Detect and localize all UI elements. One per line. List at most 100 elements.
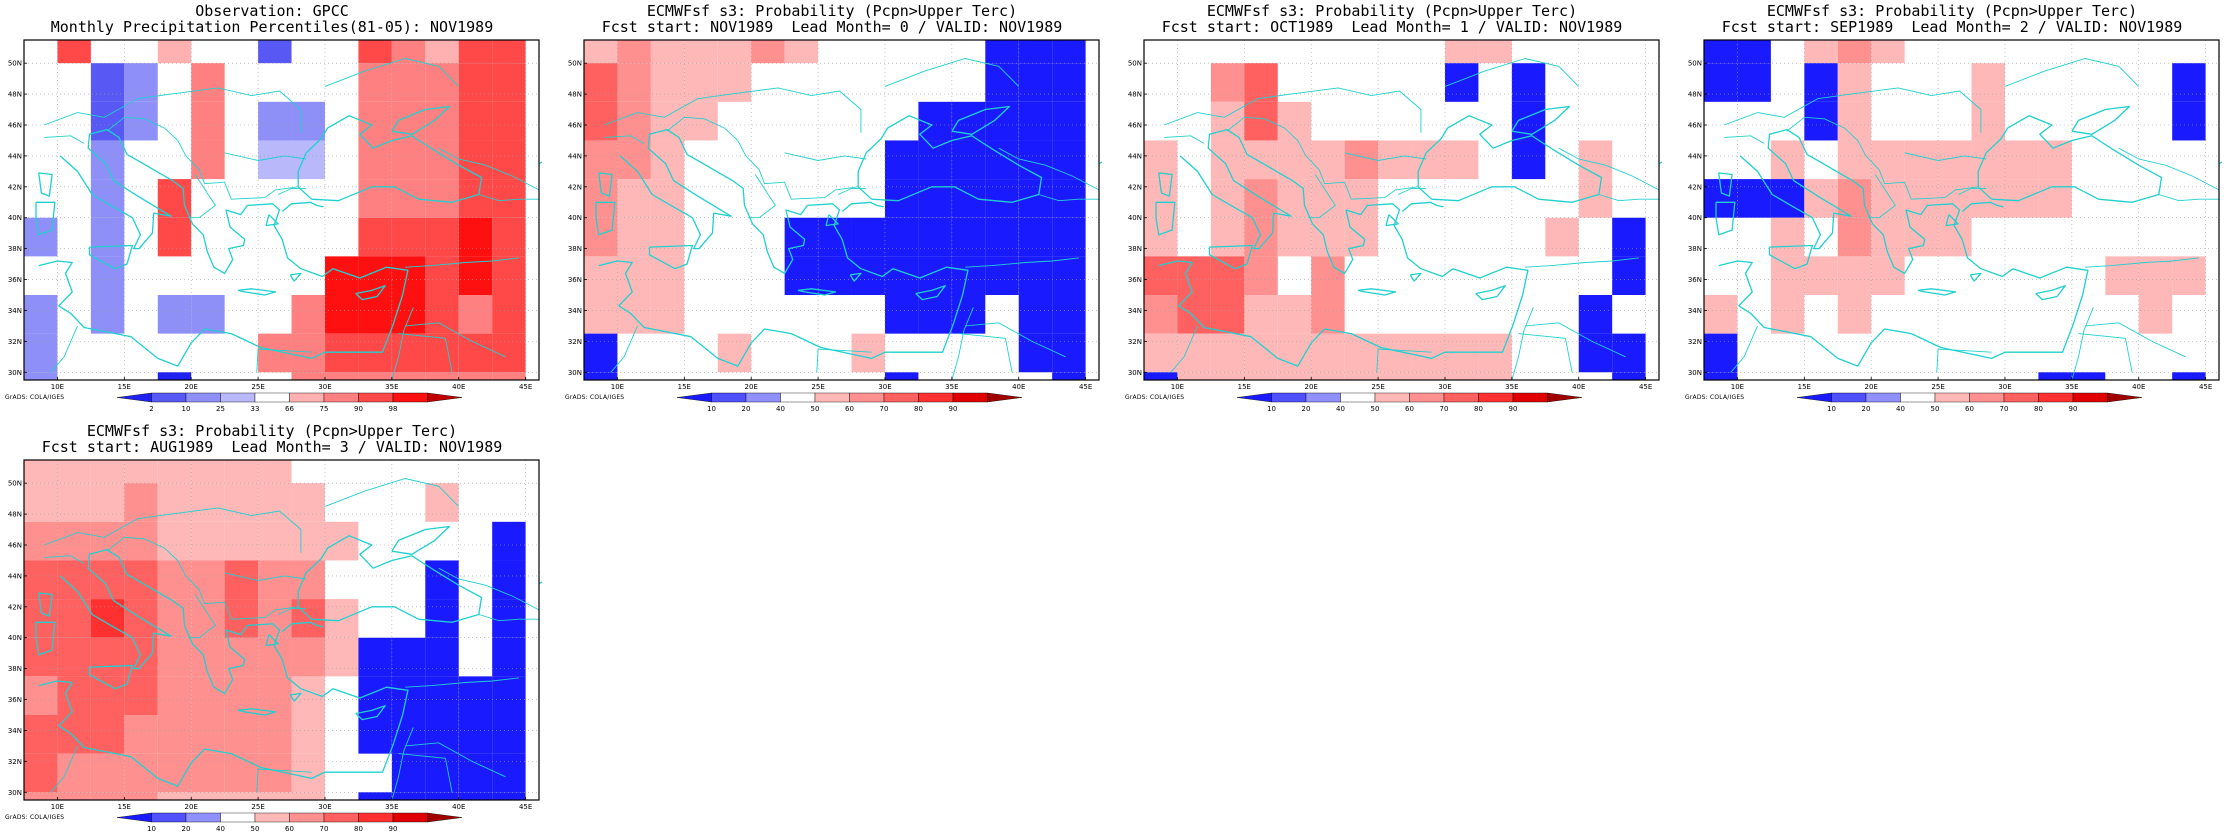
y-tick-label: 36N: [8, 276, 22, 284]
grid-cell: [2172, 63, 2206, 102]
country-border: [405, 677, 519, 688]
colorbar-label: 70: [320, 825, 329, 833]
coastline: [1409, 272, 1422, 282]
grid-cell: [1971, 140, 2005, 180]
country-border: [106, 116, 299, 200]
x-tick-label: 10E: [611, 383, 624, 391]
grid-cell: [951, 179, 986, 218]
grid-cell: [851, 333, 885, 373]
grid-cell: [951, 256, 986, 295]
grid-cell: [1311, 140, 1345, 180]
coastline: [391, 105, 451, 135]
graticule: [24, 40, 539, 380]
grid-cell: [358, 40, 392, 64]
grid-cell: [90, 101, 125, 141]
colorbar: 10 20 40 50 60 70 80 90: [116, 812, 463, 833]
grid-cell: [1770, 179, 1805, 218]
y-tick-label: 42N: [8, 603, 22, 611]
grid-cell: [458, 63, 493, 102]
grid-cell: [391, 217, 426, 257]
coastline: [797, 288, 837, 296]
colorbar-segment: [392, 392, 428, 403]
country-border: [1398, 187, 1427, 195]
grid-cell: [157, 460, 192, 484]
y-tick-label: 34N: [1128, 307, 1142, 315]
grid-cell: [2138, 295, 2173, 334]
grid-cell: [24, 521, 58, 561]
colorbar-segment: [151, 392, 187, 403]
y-tick-label: 36N: [568, 276, 582, 284]
borders: [43, 58, 540, 381]
grid-cell: [2105, 256, 2139, 295]
grid-cell: [650, 217, 685, 257]
country-border: [748, 174, 776, 219]
colorbar-segment: [849, 392, 885, 403]
y-tick-label: 30N: [1688, 369, 1702, 377]
grid-cell: [492, 599, 526, 638]
grid-cell: [358, 333, 392, 373]
colorbar-segment: [1478, 392, 1514, 403]
grid-cell: [90, 256, 125, 295]
colorbar-label: 20: [742, 405, 751, 413]
y-tick-label: 46N: [568, 122, 582, 130]
colorbar-label: 60: [1405, 405, 1414, 413]
borders: [603, 58, 1100, 381]
grid-cell: [90, 560, 125, 600]
grid-cell: [391, 179, 426, 218]
grid-cell: [425, 753, 459, 793]
country-border: [391, 727, 414, 801]
grid-cell: [684, 63, 718, 102]
coastline: [281, 201, 312, 213]
x-tick-label: 20E: [1305, 383, 1318, 391]
grid-cell: [425, 217, 459, 257]
y-tick-label: 48N: [8, 511, 22, 519]
grid-cell: [492, 792, 526, 800]
colorbar-segment: [1271, 392, 1307, 403]
coastline: [35, 201, 56, 236]
coastline: [1401, 201, 1432, 213]
grid-cell: [1052, 140, 1086, 180]
colorbar-label: 40: [776, 405, 785, 413]
grid-cell: [1971, 101, 2005, 141]
grid-cell: [1052, 295, 1086, 334]
y-tick-label: 34N: [8, 727, 22, 735]
colorbar-label: 66: [285, 405, 294, 413]
grid-cell: [884, 140, 919, 180]
colorbar-label: 90: [389, 825, 398, 833]
grid-cell: [425, 63, 459, 102]
x-tick-label: 30E: [318, 383, 331, 391]
grid-cell: [684, 40, 718, 64]
y-tick-label: 42N: [1688, 183, 1702, 191]
country-border: [816, 348, 872, 373]
y-tick-label: 36N: [8, 696, 22, 704]
grid-cell: [1344, 140, 1379, 180]
y-tick-label: 48N: [568, 91, 582, 99]
panel-subtitle: Fcst start: AUG1989 Lead Month= 3 / VALI…: [41, 438, 503, 456]
grid-cell: [425, 179, 459, 218]
grid-cell: [650, 295, 685, 334]
grid-cell: [1871, 40, 1905, 64]
grid-cell: [1210, 295, 1245, 334]
grid-cell: [1177, 333, 1211, 373]
grid-cell: [617, 217, 651, 257]
grid-cell: [24, 295, 58, 334]
colorbar-label: 10: [147, 825, 156, 833]
y-tick-label: 44N: [8, 572, 22, 580]
grid-cell: [291, 715, 325, 754]
grid-cell: [1311, 372, 1345, 380]
grid-cell: [918, 295, 952, 334]
plot-frame: [23, 39, 540, 381]
grid-cell: [57, 483, 91, 522]
grid-cell: [2172, 256, 2206, 295]
colorbar-label: 60: [845, 405, 854, 413]
colorbar-segment: [323, 812, 359, 823]
x-tick-label: 30E: [318, 803, 331, 811]
coastline: [1977, 115, 2163, 203]
grid-cell: [90, 637, 125, 677]
grid-cell: [224, 460, 259, 484]
grid-cell: [1770, 295, 1805, 334]
coastline: [310, 201, 324, 208]
grid-cell: [291, 295, 325, 334]
grid-cell: [1378, 372, 1412, 380]
colorbar-segment: [987, 392, 1023, 403]
